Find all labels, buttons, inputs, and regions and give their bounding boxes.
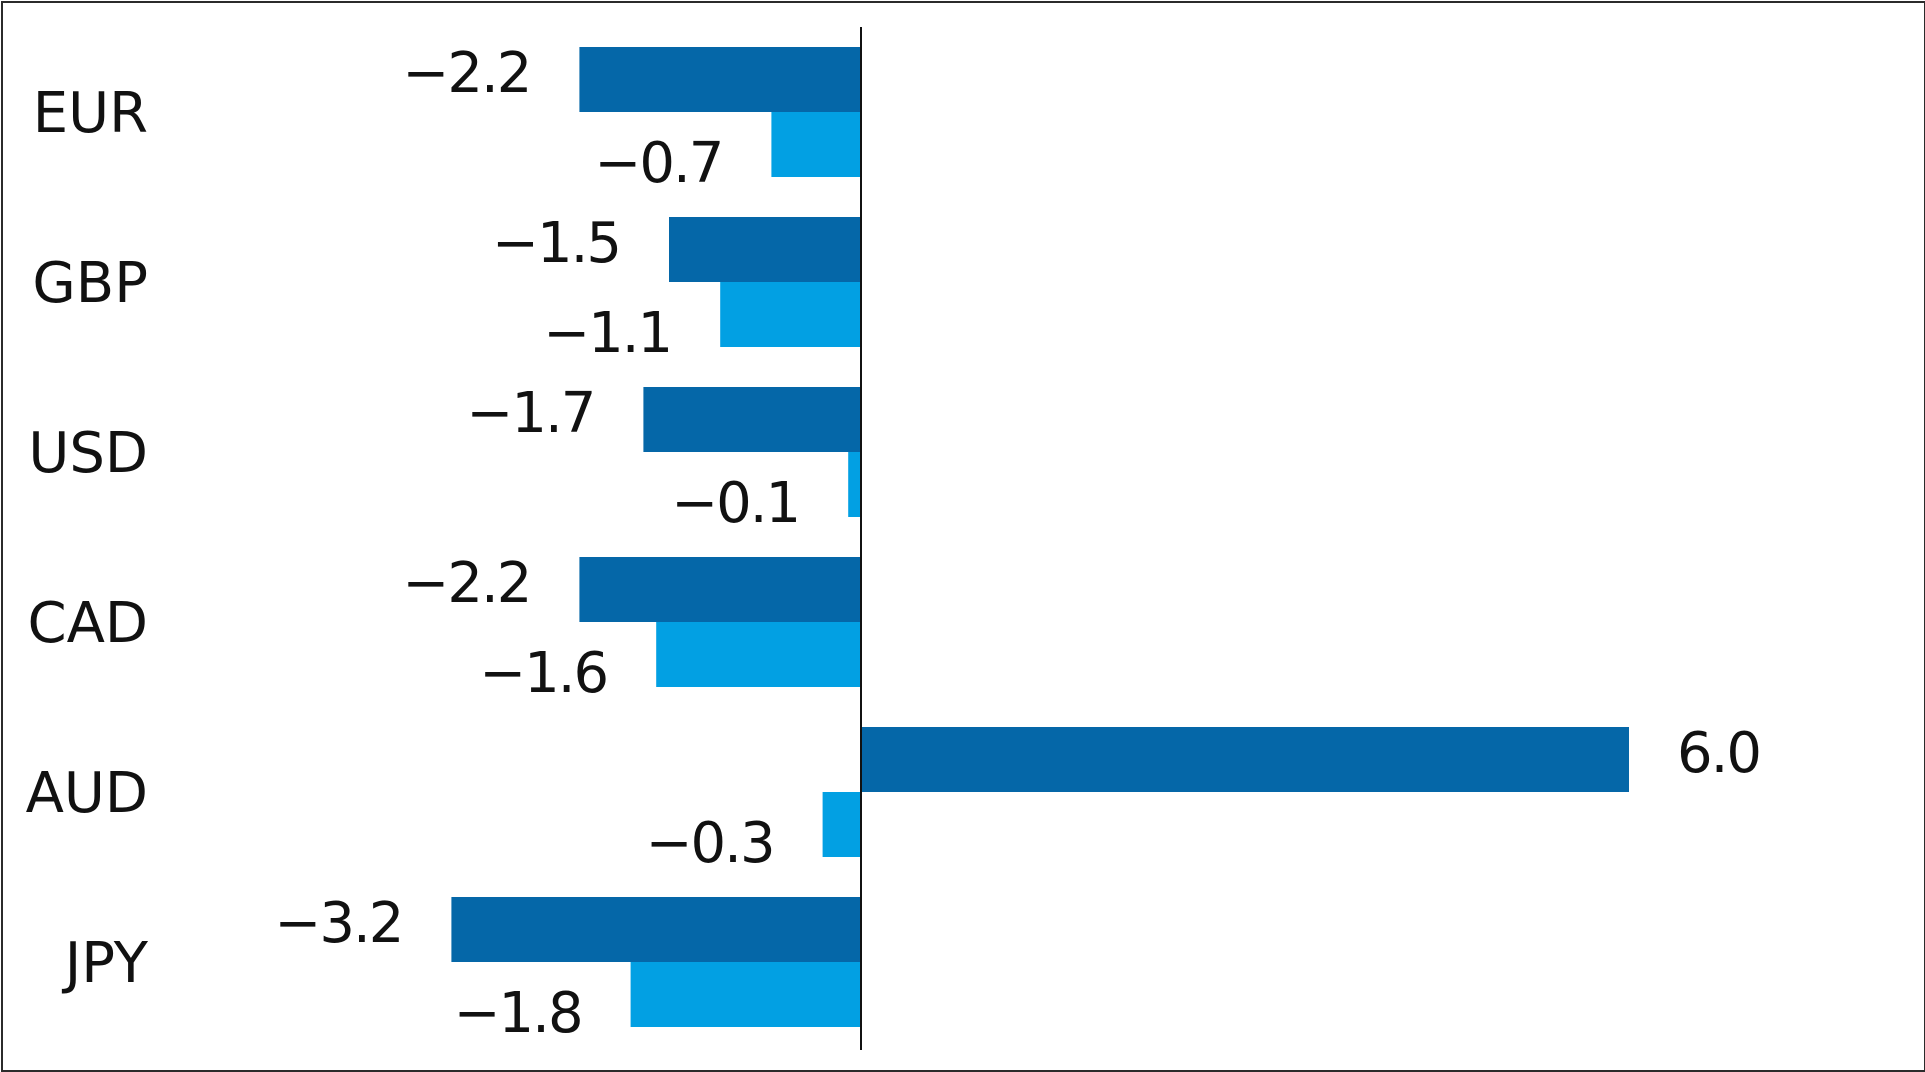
value-label-cad-series-1: −2.2 [402, 551, 530, 616]
value-label-usd-series-1: −1.7 [466, 381, 594, 446]
value-label-aud-series-1: 6.0 [1677, 721, 1760, 786]
bar-eur-series-1 [579, 47, 861, 112]
bar-jpy-series-2 [630, 962, 861, 1027]
bar-aud-series-1 [861, 727, 1629, 792]
value-label-usd-series-2: −0.1 [671, 471, 799, 536]
bars-group [451, 47, 1629, 1027]
bar-gbp-series-1 [669, 217, 861, 282]
value-label-gbp-series-2: −1.1 [543, 301, 671, 366]
labels-group: EUR −2.2 −0.7 GBP −1.5 −1.1 USD −1.7 −0.1 CAD −2.2… [26, 41, 1762, 1046]
value-label-cad-series-2: −1.6 [479, 641, 607, 706]
value-label-eur-series-1: −2.2 [402, 41, 530, 106]
category-label-cad: CAD [27, 591, 148, 656]
category-label-eur: EUR [33, 81, 148, 146]
bar-gbp-series-2 [720, 282, 861, 347]
value-label-aud-series-2: −0.3 [646, 811, 774, 876]
bar-cad-series-1 [579, 557, 861, 622]
category-label-gbp: GBP [32, 251, 148, 316]
bar-jpy-series-1 [451, 897, 861, 962]
value-label-jpy-series-2: −1.8 [454, 981, 582, 1046]
bar-aud-series-2 [822, 792, 861, 857]
bar-eur-series-2 [771, 112, 861, 177]
category-label-jpy: JPY [62, 931, 149, 996]
value-label-eur-series-2: −0.7 [594, 131, 722, 196]
bar-usd-series-2 [848, 452, 861, 517]
bar-usd-series-1 [643, 387, 861, 452]
value-label-jpy-series-1: −3.2 [274, 891, 402, 956]
category-label-aud: AUD [26, 761, 148, 826]
category-label-usd: USD [28, 421, 148, 486]
bar-cad-series-2 [656, 622, 861, 687]
value-label-gbp-series-1: −1.5 [492, 211, 620, 276]
